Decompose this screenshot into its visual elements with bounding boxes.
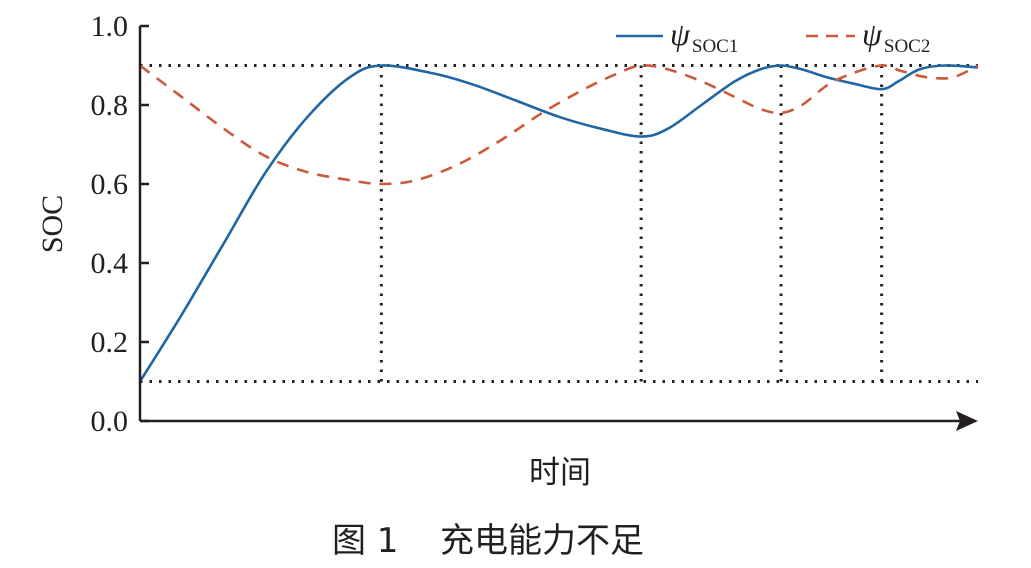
y-tick-label: 0.6 [91,168,129,201]
y-tick-label: 0.4 [91,247,129,280]
figure-caption-text: 充电能力不足 [440,521,644,561]
x-axis-title: 时间 [529,455,591,491]
legend-subscript-series-2: SOC2 [884,36,930,57]
legend-subscript-series-1: SOC1 [692,36,738,57]
y-tick-label: 0.2 [91,326,129,359]
series-line-soc2 [139,64,979,186]
x-axis-arrow-icon [956,411,978,431]
series-layer [138,64,979,383]
legend-symbol-series-2: ψ [862,16,883,52]
legend-label-series-2: ψ SOC2 [862,16,930,57]
legend: ψ SOC1 ψ SOC2 [616,16,930,57]
legend-label-series-1: ψ SOC1 [670,16,738,57]
y-tick-label: 0.0 [91,405,129,438]
series-line-soc1 [138,64,979,383]
figure-caption-number: 图 1 [332,521,398,561]
legend-symbol-series-1: ψ [670,16,691,52]
reference-lines [140,64,978,383]
y-tick-label: 1.0 [91,10,129,43]
y-tick-label: 0.8 [91,89,129,122]
y-axis-title: SOC [36,195,69,253]
y-ticks: 0.0 0.2 0.4 0.6 0.8 1.0 [91,10,149,438]
